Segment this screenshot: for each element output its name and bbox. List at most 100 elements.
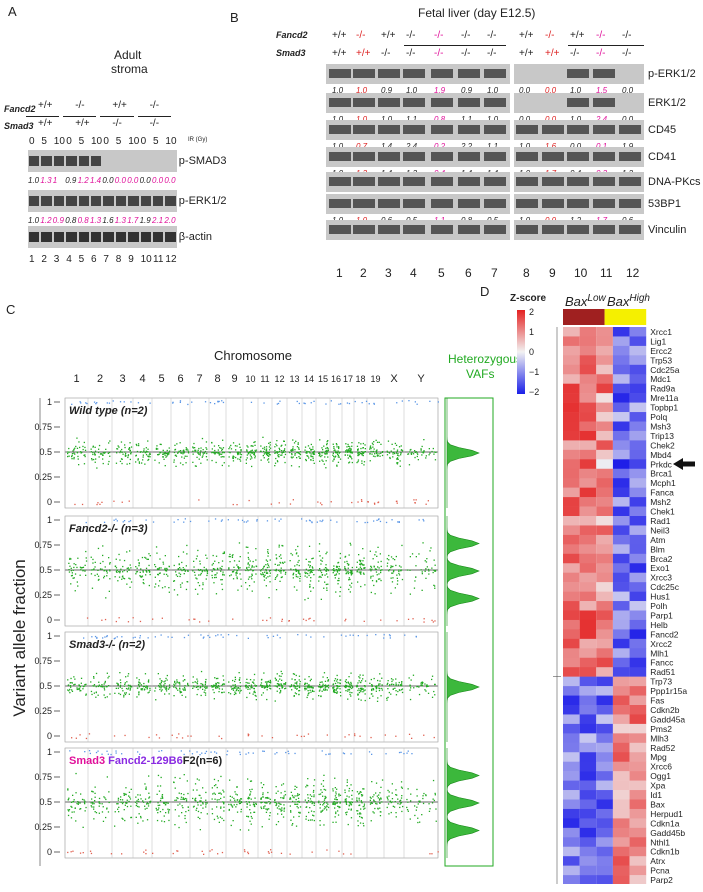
blot-band	[378, 69, 400, 78]
het-snv-point	[94, 800, 96, 802]
gene-label: Ercc2	[650, 346, 672, 356]
het-snv-point	[263, 579, 266, 581]
het-snv-point	[194, 465, 197, 467]
het-snv-point	[183, 689, 185, 691]
lane-number: 9	[128, 254, 134, 265]
het-snv-point	[92, 569, 94, 571]
het-snv-point	[295, 674, 297, 677]
het-snv-point	[400, 786, 403, 788]
heatmap-cell	[629, 733, 647, 744]
het-snv-point	[220, 456, 222, 458]
heatmap-cell	[579, 856, 597, 866]
het-snv-point	[74, 590, 76, 592]
het-snv-point	[246, 815, 248, 817]
het-snv-point	[322, 449, 324, 451]
het-snv-point	[98, 801, 100, 803]
lane-number: 11	[153, 254, 164, 265]
y-tick-label: 0.75	[34, 656, 52, 666]
het-snv-point	[265, 802, 267, 804]
het-snv-point	[372, 575, 374, 577]
het-snv-point	[414, 805, 416, 807]
het-snv-point	[75, 772, 77, 775]
quant-value: 0.0	[519, 86, 531, 95]
het-snv-point	[359, 822, 362, 824]
high-vaf-point	[247, 752, 250, 754]
het-snv-point	[237, 687, 240, 689]
het-snv-point	[205, 678, 207, 681]
heatmap-cell	[629, 487, 647, 498]
low-vaf-point	[161, 617, 163, 619]
high-vaf-point	[218, 400, 220, 403]
high-vaf-point	[97, 750, 99, 752]
gene-label: Trip13	[650, 431, 674, 441]
het-snv-point	[326, 587, 328, 589]
het-snv-point	[103, 452, 106, 454]
het-snv-point	[174, 809, 176, 811]
het-snv-point	[255, 699, 257, 701]
het-snv-point	[141, 688, 144, 690]
het-snv-point	[377, 455, 379, 457]
het-snv-point	[320, 563, 322, 565]
het-snv-point	[375, 450, 377, 453]
het-snv-point	[239, 802, 242, 804]
heatmap-cell	[563, 676, 580, 687]
het-snv-point	[159, 688, 161, 691]
het-snv-point	[240, 689, 242, 692]
het-snv-point	[124, 455, 127, 457]
heatmap-cell	[629, 412, 647, 422]
het-snv-point	[298, 452, 300, 454]
het-snv-point	[101, 685, 103, 688]
het-snv-point	[395, 684, 397, 687]
het-snv-point	[127, 673, 130, 675]
low-vaf-point	[437, 851, 439, 853]
low-vaf-point	[218, 735, 220, 737]
het-snv-point	[74, 453, 76, 455]
het-snv-point	[117, 684, 119, 686]
het-snv-point	[100, 685, 102, 688]
het-snv-point	[77, 455, 79, 458]
het-snv-point	[143, 685, 146, 687]
het-snv-point	[284, 790, 286, 793]
het-snv-point	[281, 444, 283, 446]
low-vaf-point	[70, 851, 72, 853]
het-snv-point	[277, 569, 280, 572]
heatmap-cell	[612, 742, 630, 753]
high-vaf-point	[241, 519, 244, 521]
het-snv-point	[279, 692, 281, 694]
blot-band	[567, 177, 589, 186]
high-vaf-point	[338, 403, 340, 405]
het-snv-point	[265, 452, 267, 454]
low-vaf-point	[113, 735, 116, 737]
het-snv-point	[280, 454, 282, 456]
het-snv-point	[141, 556, 144, 559]
gene-label: Chek1	[650, 507, 675, 517]
het-snv-point	[357, 454, 359, 457]
het-snv-point	[298, 564, 300, 567]
het-snv-point	[214, 453, 216, 455]
het-snv-point	[283, 804, 285, 806]
het-snv-point	[434, 683, 436, 686]
het-snv-point	[346, 560, 348, 563]
het-snv-point	[199, 574, 202, 576]
chromosome-label: Y	[417, 373, 425, 385]
het-snv-point	[349, 578, 351, 581]
het-snv-point	[233, 456, 235, 458]
het-snv-point	[360, 689, 362, 691]
het-snv-point	[335, 791, 337, 793]
het-snv-point	[138, 679, 140, 681]
het-snv-point	[386, 697, 388, 699]
quant-value: 0.8	[65, 216, 77, 225]
blot-label-b: p-ERK1/2	[648, 68, 696, 80]
high-vaf-point	[276, 752, 278, 754]
het-snv-point	[158, 585, 160, 587]
het-snv-point	[431, 802, 434, 804]
blot-band	[41, 156, 52, 166]
het-snv-point	[206, 574, 208, 577]
track-label-part: F2(n=6)	[183, 755, 223, 767]
lane-number: 6	[91, 254, 97, 265]
het-snv-point	[93, 818, 95, 820]
quant-value: 2.1	[152, 216, 164, 225]
het-snv-point	[266, 454, 269, 457]
het-snv-point	[326, 685, 328, 687]
het-snv-point	[347, 563, 350, 565]
